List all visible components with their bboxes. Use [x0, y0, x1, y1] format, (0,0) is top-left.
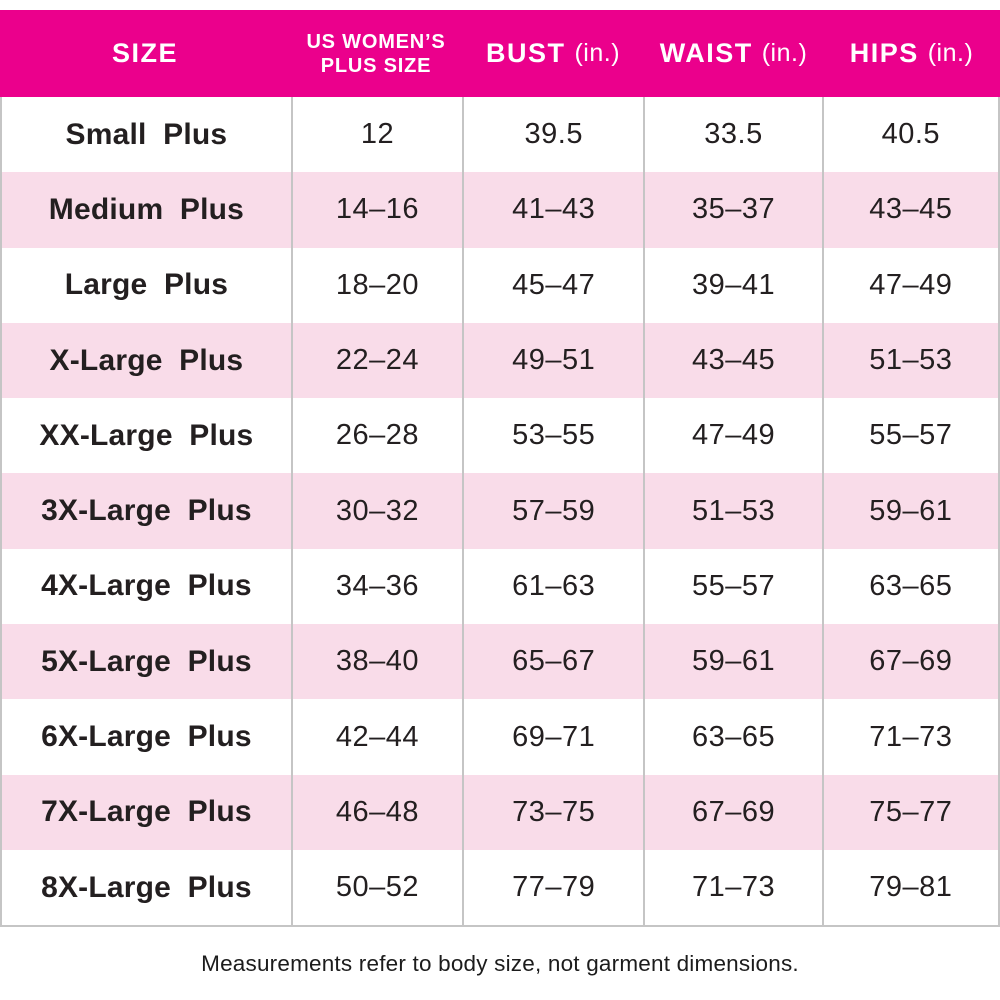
- us-plus-size-cell: 12: [290, 97, 462, 173]
- column-header-size: SIZE: [0, 10, 290, 97]
- hips-cell: 51–53: [821, 322, 998, 399]
- hips-cell: 71–73: [821, 699, 998, 775]
- table-row: X-Large Plus 22–24 49–51 43–45 51–53: [2, 322, 998, 399]
- table-body: Small Plus 12 39.5 33.5 40.5 Medium Plus 14–16…: [0, 97, 1000, 928]
- hips-cell: 79–81: [821, 849, 998, 926]
- column-header-hips: HIPS (in.): [823, 10, 1000, 97]
- size-cell: 8X-Large Plus: [41, 870, 252, 904]
- size-cell: 7X-Large Plus: [41, 795, 252, 829]
- bust-cell: 69–71: [462, 699, 643, 775]
- waist-cell: 67–69: [643, 774, 821, 850]
- table-row: 6X-Large Plus 42–44 69–71 63–65 71–73: [2, 699, 998, 775]
- table-row: 7X-Large Plus 46–48 73–75 67–69 75–77: [2, 774, 998, 850]
- hips-cell: 55–57: [821, 398, 998, 474]
- waist-cell: 39–41: [643, 247, 821, 323]
- top-margin: [0, 0, 1000, 10]
- table-row: 8X-Large Plus 50–52 77–79 71–73 79–81: [2, 849, 998, 926]
- waist-cell: 63–65: [643, 699, 821, 775]
- column-header-bust-label: BUST: [485, 38, 566, 68]
- us-plus-size-cell: 26–28: [290, 398, 462, 474]
- hips-cell: 59–61: [821, 473, 998, 549]
- waist-cell: 33.5: [643, 97, 821, 173]
- waist-cell: 59–61: [643, 624, 821, 700]
- hips-cell: 47–49: [821, 247, 998, 323]
- table-row: 5X-Large Plus 38–40 65–67 59–61 67–69: [2, 624, 998, 700]
- bust-cell: 77–79: [462, 849, 643, 926]
- hips-cell: 63–65: [821, 548, 998, 625]
- column-header-us-womens-plus-size: US WOMEN’S PLUS SIZE: [290, 10, 462, 97]
- table-row: Medium Plus 14–16 41–43 35–37 43–45: [2, 172, 998, 248]
- us-plus-size-cell: 30–32: [290, 473, 462, 549]
- us-plus-size-cell: 46–48: [290, 774, 462, 850]
- column-header-bust-unit: (in.): [574, 39, 621, 67]
- footer-note: Measurements refer to body size, not gar…: [201, 950, 799, 976]
- table-header-row: SIZE US WOMEN’S PLUS SIZE BUST (in.) WAI…: [0, 10, 1000, 97]
- column-header-hips-label: HIPS: [849, 38, 919, 68]
- column-header-waist-label: WAIST: [659, 38, 753, 68]
- bust-cell: 73–75: [462, 774, 643, 850]
- table-row: 3X-Large Plus 30–32 57–59 51–53 59–61: [2, 473, 998, 549]
- waist-cell: 47–49: [643, 398, 821, 474]
- column-header-hips-unit: (in.): [927, 39, 974, 67]
- size-cell: 3X-Large Plus: [41, 494, 252, 528]
- us-plus-size-cell: 34–36: [290, 548, 462, 625]
- bust-cell: 65–67: [462, 624, 643, 700]
- bust-cell: 61–63: [462, 548, 643, 625]
- size-cell: Small Plus: [65, 117, 228, 151]
- bust-cell: 57–59: [462, 473, 643, 549]
- size-cell: XX-Large Plus: [39, 418, 254, 452]
- us-plus-size-cell: 14–16: [290, 172, 462, 248]
- size-cell: 6X-Large Plus: [41, 720, 252, 754]
- hips-cell: 75–77: [821, 774, 998, 850]
- table-row: Large Plus 18–20 45–47 39–41 47–49: [2, 247, 998, 323]
- size-cell: Medium Plus: [48, 192, 245, 226]
- waist-cell: 51–53: [643, 473, 821, 549]
- us-plus-size-cell: 18–20: [290, 247, 462, 323]
- waist-cell: 71–73: [643, 849, 821, 926]
- bust-cell: 41–43: [462, 172, 643, 248]
- waist-cell: 35–37: [643, 172, 821, 248]
- column-header-size-label: SIZE: [111, 38, 178, 68]
- size-cell: 5X-Large Plus: [41, 644, 252, 678]
- bust-cell: 39.5: [462, 97, 643, 173]
- bust-cell: 53–55: [462, 398, 643, 474]
- bust-cell: 45–47: [462, 247, 643, 323]
- us-plus-size-cell: 50–52: [290, 849, 462, 926]
- hips-cell: 40.5: [821, 97, 998, 173]
- waist-cell: 55–57: [643, 548, 821, 625]
- table-row: XX-Large Plus 26–28 53–55 47–49 55–57: [2, 398, 998, 474]
- us-plus-size-cell: 22–24: [290, 322, 462, 399]
- column-header-waist: WAIST (in.): [644, 10, 823, 97]
- size-cell: X-Large Plus: [49, 343, 244, 377]
- column-header-bust: BUST (in.): [462, 10, 644, 97]
- hips-cell: 67–69: [821, 624, 998, 700]
- bust-cell: 49–51: [462, 322, 643, 399]
- us-plus-size-cell: 42–44: [290, 699, 462, 775]
- us-plus-size-cell: 38–40: [290, 624, 462, 700]
- column-header-us-plus-line2: PLUS SIZE: [320, 54, 432, 77]
- size-cell: 4X-Large Plus: [41, 569, 252, 603]
- column-header-waist-unit: (in.): [761, 39, 808, 67]
- waist-cell: 43–45: [643, 322, 821, 399]
- table-row: 4X-Large Plus 34–36 61–63 55–57 63–65: [2, 548, 998, 625]
- table-row: Small Plus 12 39.5 33.5 40.5: [2, 97, 998, 173]
- column-header-us-plus-line1: US WOMEN’S: [306, 30, 446, 53]
- hips-cell: 43–45: [821, 172, 998, 248]
- size-cell: Large Plus: [64, 268, 229, 302]
